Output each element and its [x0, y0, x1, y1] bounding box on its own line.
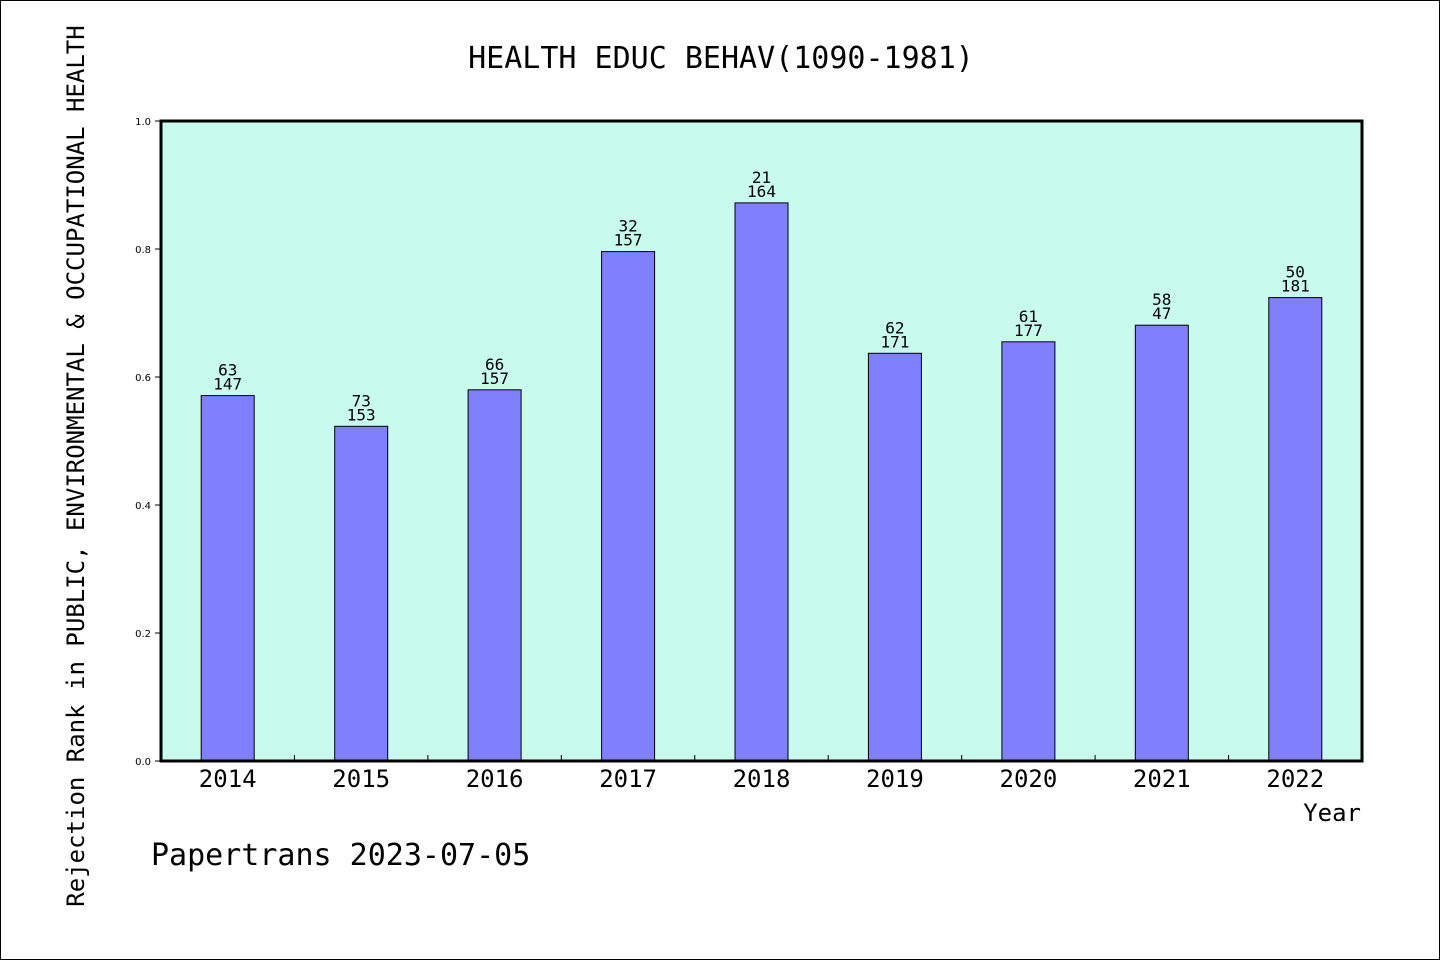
x-tick-label: 2015: [332, 765, 390, 793]
bar-rank-label: 32: [618, 217, 637, 236]
x-tick-label: 2018: [733, 765, 791, 793]
bar-labels-layer: 6314773153661573215721164621716117758475…: [213, 168, 1310, 424]
y-tick-label: 0.0: [135, 757, 151, 768]
bar-total-label: 157: [480, 369, 509, 388]
x-tick-label: 2021: [1133, 765, 1191, 793]
x-tick-label: 2016: [466, 765, 524, 793]
bar-2015: [334, 425, 389, 762]
bar-2016: [467, 389, 522, 762]
bar-rank-label: 58: [1152, 290, 1171, 309]
y-axis-ticks: 0.0 0.2 0.4 0.6 0.8 1.0: [135, 117, 161, 768]
x-tick-label: 2017: [599, 765, 657, 793]
x-tick-label: 2019: [866, 765, 924, 793]
bar-rank-label: 50: [1286, 263, 1305, 282]
bar-total-label: 47: [1152, 304, 1171, 323]
bar-total-label: 157: [614, 231, 643, 250]
x-tick-label: 2020: [1000, 765, 1058, 793]
bar-2017: [601, 251, 656, 762]
x-tick-label: 2014: [199, 765, 257, 793]
bar-total-label: 177: [1014, 321, 1043, 340]
bar-2018: [734, 202, 789, 762]
bar-rank-label: 61: [1019, 307, 1038, 326]
bar-total-label: 164: [747, 182, 776, 201]
bar-2022: [1268, 297, 1323, 762]
bar-2020: [1001, 341, 1056, 762]
plot-frame: [159, 119, 1364, 763]
bar-2021: [1134, 324, 1189, 762]
x-axis-ticks: 2014 2015 2016 2017 2018 2019 2020 2021 2022: [199, 755, 1324, 793]
y-tick-label: 0.8: [135, 245, 151, 256]
footer-credit: Papertrans 2023-07-05: [151, 838, 530, 873]
bar-total-label: 181: [1281, 277, 1310, 296]
bar-total-label: 153: [347, 405, 376, 424]
bars-layer: [200, 202, 1323, 762]
y-tick-label: 0.6: [135, 373, 151, 384]
bar-rank-label: 63: [218, 361, 237, 380]
bar-2014: [200, 395, 255, 762]
y-tick-label: 0.2: [135, 629, 151, 640]
x-axis-label: Year: [1303, 799, 1361, 827]
bar-2019: [867, 352, 922, 762]
bar-rank-label: 66: [485, 355, 504, 374]
bar-total-label: 147: [213, 375, 242, 394]
bar-rank-label: 62: [885, 318, 904, 337]
y-tick-label: 0.4: [135, 501, 151, 512]
bar-total-label: 171: [880, 332, 909, 351]
x-tick-label: 2022: [1266, 765, 1324, 793]
y-axis-label: Rejection Rank in PUBLIC, ENVIRONMENTAL …: [62, 25, 90, 906]
y-tick-label: 1.0: [135, 117, 151, 128]
chart-title: HEALTH EDUC BEHAV(1090-1981): [468, 41, 974, 76]
bar-rank-label: 73: [352, 391, 371, 410]
bar-rank-label: 21: [752, 168, 771, 187]
